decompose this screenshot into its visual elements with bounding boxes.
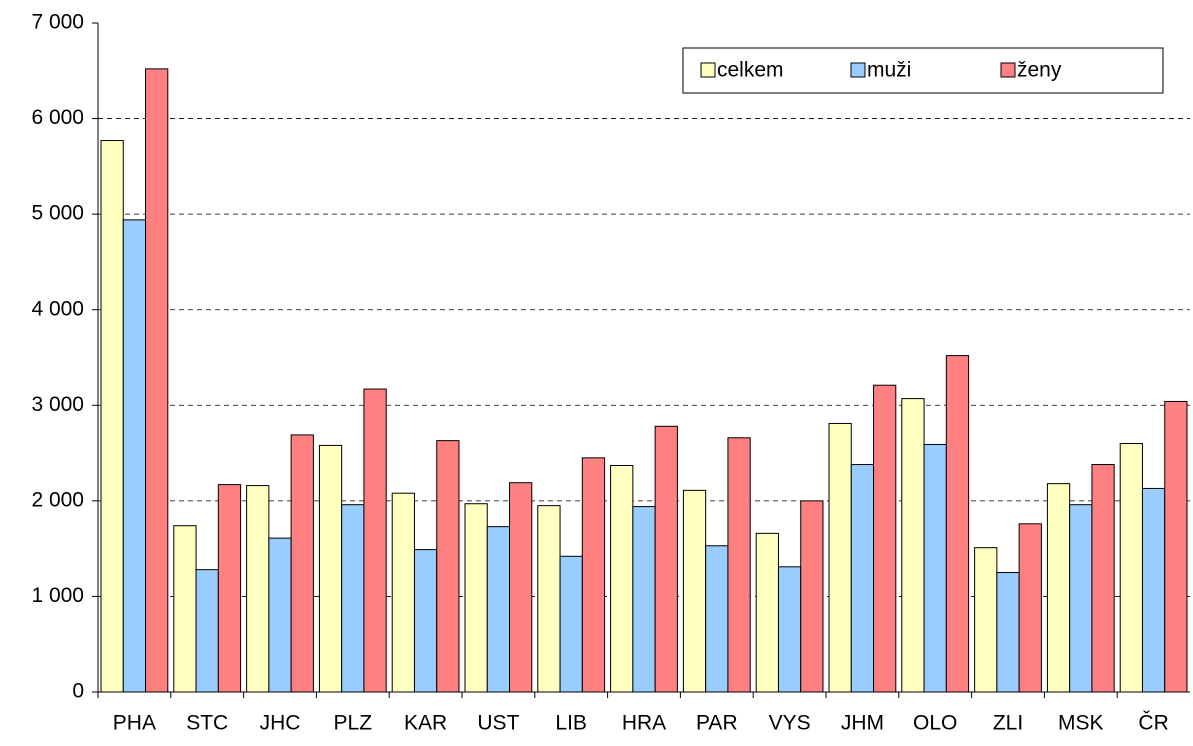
- legend-swatch: [700, 62, 716, 78]
- bar: [828, 422, 852, 693]
- bar: [195, 569, 219, 693]
- bar: [246, 485, 270, 693]
- bar: [559, 555, 583, 693]
- bar: [1046, 483, 1071, 693]
- x-tick-label: OLO: [913, 712, 957, 735]
- bar: [509, 482, 533, 693]
- bar: [537, 505, 561, 693]
- bar: [996, 572, 1020, 693]
- bar: [1164, 400, 1188, 693]
- x-tick-label: ČR: [1138, 712, 1168, 735]
- bar: [1018, 523, 1042, 693]
- bar: [800, 500, 824, 693]
- bar: [391, 492, 415, 693]
- x-tick-label: STC: [186, 712, 228, 735]
- x-tick-label: MSK: [1058, 712, 1104, 735]
- x-tick-label: ZLI: [993, 712, 1023, 735]
- bar: [850, 464, 875, 693]
- x-tick-label: JHM: [841, 712, 884, 735]
- bar: [173, 525, 197, 693]
- bar: [318, 444, 343, 693]
- legend-label: celkem: [717, 59, 784, 82]
- bar: [122, 219, 147, 693]
- bar: [1119, 443, 1143, 693]
- x-tick-label: JHC: [260, 712, 301, 735]
- bar: [581, 457, 606, 693]
- y-tick-label: 1 000: [31, 584, 84, 607]
- bar: [268, 537, 292, 693]
- y-tick-label: 6 000: [31, 106, 84, 129]
- bar: [217, 484, 242, 693]
- x-tick-label: VYS: [769, 712, 811, 735]
- bar: [654, 425, 678, 693]
- bar: [705, 545, 729, 693]
- legend-swatch: [1000, 62, 1016, 78]
- x-tick-label: LIB: [555, 712, 587, 735]
- bar: [682, 489, 707, 693]
- bar: [923, 443, 947, 693]
- bar: [486, 526, 511, 693]
- x-tick-label: PAR: [696, 712, 738, 735]
- legend-swatch: [850, 62, 866, 78]
- bar: [727, 437, 751, 693]
- bar: [755, 532, 779, 693]
- bar: [1091, 464, 1115, 693]
- bar: [464, 503, 488, 693]
- bar: [436, 440, 460, 693]
- bar: [945, 355, 970, 693]
- y-tick-label: 3 000: [31, 393, 84, 416]
- bar: [901, 398, 925, 693]
- bar: [632, 506, 656, 693]
- y-tick-label: 4 000: [31, 297, 84, 320]
- x-tick-label: KAR: [404, 712, 447, 735]
- bar: [100, 140, 124, 693]
- bar: [363, 388, 387, 693]
- y-tick-label: 0: [72, 680, 84, 703]
- bar: [1069, 504, 1093, 693]
- legend-label: muži: [867, 59, 911, 82]
- legend-label: ženy: [1017, 59, 1062, 82]
- bar: [413, 549, 438, 693]
- y-tick-label: 2 000: [31, 488, 84, 511]
- x-tick-label: HRA: [622, 712, 666, 735]
- bar: [974, 547, 998, 693]
- x-tick-label: PLZ: [334, 712, 373, 735]
- bar: [1141, 487, 1166, 693]
- x-tick-label: UST: [477, 712, 519, 735]
- y-tick-label: 5 000: [31, 202, 84, 225]
- bar: [873, 384, 897, 693]
- bar: [290, 434, 314, 693]
- bar: [341, 504, 365, 693]
- bar: [610, 464, 634, 693]
- bar: [145, 68, 169, 693]
- bar: [777, 566, 802, 693]
- y-tick-label: 7 000: [31, 11, 84, 34]
- legend-box: [682, 47, 1164, 94]
- x-tick-label: PHA: [113, 712, 156, 735]
